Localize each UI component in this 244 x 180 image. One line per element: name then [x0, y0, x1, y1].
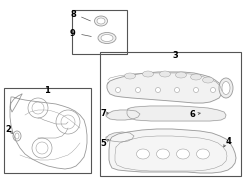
Polygon shape [127, 106, 226, 121]
Ellipse shape [142, 71, 153, 77]
Text: 2: 2 [5, 125, 11, 134]
Polygon shape [106, 110, 140, 120]
Ellipse shape [156, 149, 170, 159]
Circle shape [135, 87, 141, 93]
Text: 1: 1 [44, 86, 50, 94]
Text: 3: 3 [172, 51, 178, 60]
Text: 9: 9 [70, 28, 76, 37]
Ellipse shape [196, 149, 210, 159]
Polygon shape [109, 129, 236, 173]
Text: 8: 8 [70, 10, 76, 19]
Bar [72, 10, 127, 54]
Ellipse shape [98, 33, 116, 44]
Bar [4, 88, 91, 173]
Ellipse shape [160, 71, 171, 77]
Circle shape [115, 87, 121, 93]
Ellipse shape [191, 74, 202, 80]
Circle shape [193, 87, 199, 93]
Polygon shape [106, 132, 134, 142]
Ellipse shape [175, 72, 186, 78]
Bar [100, 52, 241, 176]
Text: 7: 7 [100, 109, 106, 118]
Ellipse shape [101, 35, 113, 42]
Text: 4: 4 [225, 136, 231, 145]
Circle shape [155, 87, 161, 93]
Ellipse shape [136, 149, 150, 159]
Ellipse shape [124, 73, 135, 79]
Text: 5: 5 [100, 138, 106, 147]
Ellipse shape [176, 149, 190, 159]
Polygon shape [107, 72, 222, 103]
Circle shape [174, 87, 180, 93]
Ellipse shape [219, 78, 233, 98]
Ellipse shape [203, 77, 214, 83]
Ellipse shape [94, 16, 108, 26]
Ellipse shape [222, 82, 230, 94]
Text: 6: 6 [189, 109, 195, 118]
Ellipse shape [97, 18, 105, 24]
Circle shape [211, 87, 215, 93]
